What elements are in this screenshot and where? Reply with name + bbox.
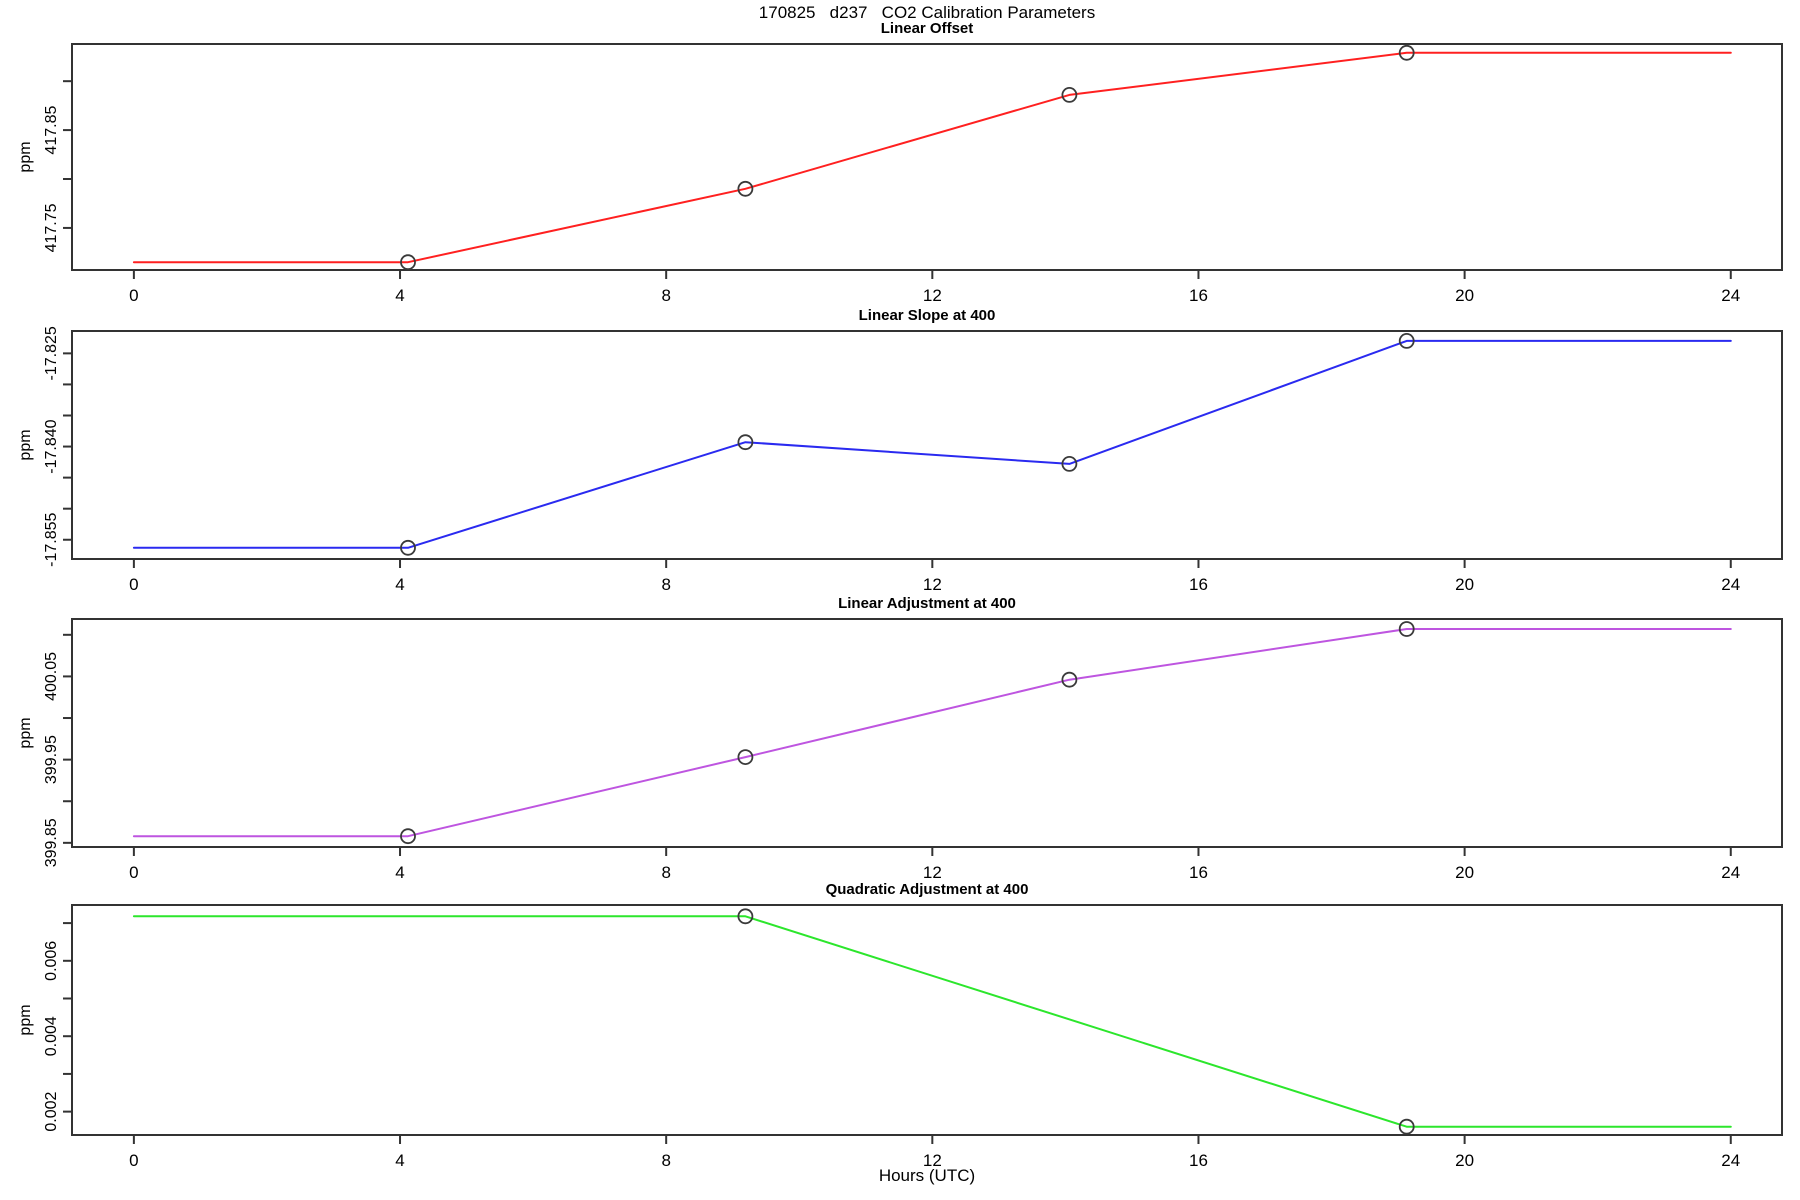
svg-text:400.05: 400.05	[43, 652, 60, 701]
svg-text:12: 12	[923, 1151, 942, 1170]
svg-text:417.85: 417.85	[43, 106, 60, 155]
svg-text:20: 20	[1455, 1151, 1474, 1170]
svg-text:8: 8	[661, 1151, 670, 1170]
svg-text:12: 12	[923, 286, 942, 305]
svg-text:20: 20	[1455, 575, 1474, 594]
svg-text:20: 20	[1455, 286, 1474, 305]
svg-text:24: 24	[1721, 575, 1740, 594]
svg-text:12: 12	[923, 863, 942, 882]
svg-text:-17.840: -17.840	[43, 419, 60, 473]
svg-text:0.004: 0.004	[43, 1016, 60, 1056]
svg-text:0: 0	[129, 286, 138, 305]
svg-text:24: 24	[1721, 863, 1740, 882]
svg-text:4: 4	[395, 286, 404, 305]
svg-text:16: 16	[1189, 575, 1208, 594]
svg-text:399.85: 399.85	[43, 818, 60, 867]
svg-text:-17.855: -17.855	[43, 513, 60, 567]
svg-text:417.75: 417.75	[43, 203, 60, 252]
figure-title: 170825 d237 CO2 Calibration Parameters	[758, 3, 1096, 22]
svg-text:8: 8	[661, 286, 670, 305]
svg-text:24: 24	[1721, 1151, 1740, 1170]
svg-text:16: 16	[1189, 863, 1208, 882]
svg-text:4: 4	[395, 575, 404, 594]
svg-text:12: 12	[923, 575, 942, 594]
svg-text:4: 4	[395, 863, 404, 882]
svg-text:20: 20	[1455, 863, 1474, 882]
subplot-title-linear-offset: Linear Offset	[880, 20, 974, 37]
svg-text:399.95: 399.95	[43, 735, 60, 784]
svg-text:16: 16	[1189, 1151, 1208, 1170]
svg-text:8: 8	[661, 863, 670, 882]
svg-text:8: 8	[661, 575, 670, 594]
subplot-title-linear-adjustment: Linear Adjustment at 400	[838, 595, 1016, 612]
svg-text:0: 0	[129, 863, 138, 882]
svg-text:24: 24	[1721, 286, 1740, 305]
svg-text:4: 4	[395, 1151, 404, 1170]
subplot-title-linear-slope: Linear Slope at 400	[858, 307, 996, 324]
subplot-title-quadratic-adjustment: Quadratic Adjustment at 400	[825, 881, 1029, 898]
svg-text:0: 0	[129, 575, 138, 594]
svg-text:0.006: 0.006	[43, 941, 60, 981]
svg-text:0: 0	[129, 1151, 138, 1170]
x-axis-label: Hours (UTC)	[878, 1166, 976, 1185]
svg-text:0.002: 0.002	[43, 1092, 60, 1132]
svg-text:16: 16	[1189, 286, 1208, 305]
svg-text:-17.825: -17.825	[43, 326, 60, 380]
